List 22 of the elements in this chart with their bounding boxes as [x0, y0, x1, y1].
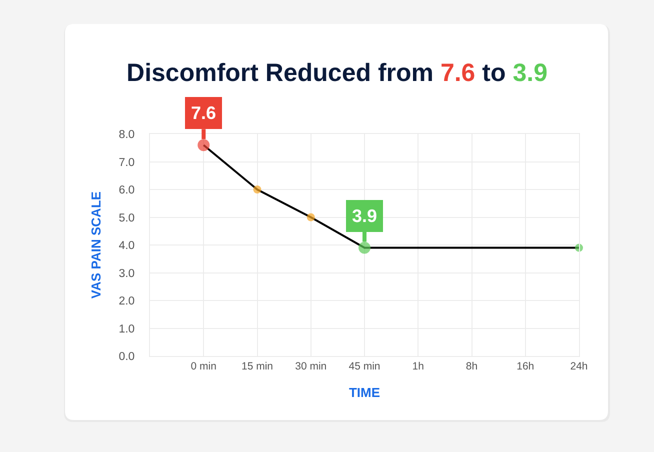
x-axis-title: TIME [348, 385, 380, 400]
chart-title: Discomfort Reduced from 7.6 to 3.9 [126, 58, 548, 87]
x-tick-label: 16h [516, 360, 534, 373]
y-tick-label: 5.0 [118, 212, 135, 224]
x-tick-label: 24h [570, 360, 588, 373]
data-label: 3.9 [352, 206, 378, 226]
y-tick-label: 4.0 [118, 240, 135, 252]
y-tick-label: 7.0 [118, 156, 135, 169]
y-tick-label: 3.0 [118, 268, 135, 280]
y-tick-label: 0.0 [118, 351, 135, 364]
data-label: 7.6 [191, 103, 216, 123]
y-tick-label: 6.0 [118, 184, 135, 197]
y-tick-label: 2.0 [118, 296, 135, 308]
y-tick-label: 8.0 [118, 129, 135, 142]
x-tick-label: 8h [466, 360, 478, 373]
y-axis-title: VAS PAIN SCALE [88, 191, 104, 299]
x-tick-label: 15 min [241, 360, 274, 373]
x-tick-label: 0 min [190, 360, 217, 373]
y-tick-label: 1.0 [118, 323, 135, 336]
x-tick-label: 1h [412, 360, 424, 373]
x-tick-label: 45 min [348, 360, 380, 373]
x-tick-label: 30 min [295, 360, 327, 373]
